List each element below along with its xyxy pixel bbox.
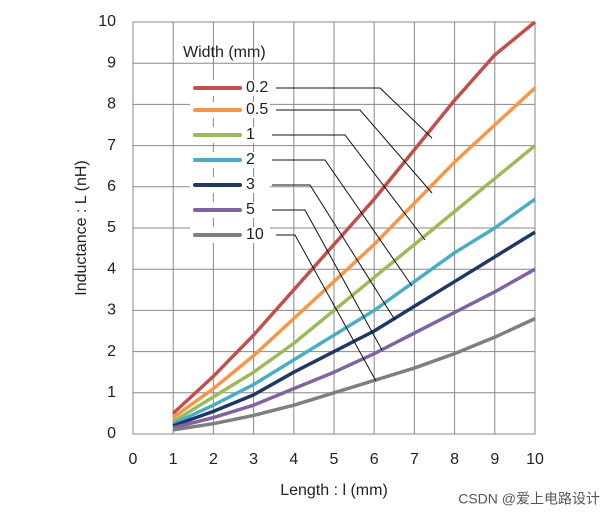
x-tick-label: 7 xyxy=(410,451,419,468)
legend-label: 2 xyxy=(246,151,255,168)
y-tick-label: 5 xyxy=(107,219,116,236)
leader-line xyxy=(276,234,377,382)
y-tick-label: 10 xyxy=(98,13,116,30)
legend-label: 10 xyxy=(246,226,264,243)
x-tick-label: 6 xyxy=(370,451,379,468)
leader-line xyxy=(272,184,396,321)
legend-title: Width (mm) xyxy=(183,44,266,61)
y-tick-label: 0 xyxy=(107,425,116,442)
x-tick-label: 4 xyxy=(289,451,298,468)
leader-lines xyxy=(272,87,433,382)
data-line xyxy=(172,144,537,424)
legend-label: 5 xyxy=(246,201,255,218)
x-tick-label: 3 xyxy=(249,451,258,468)
data-line xyxy=(172,267,536,430)
legend-label: 0.5 xyxy=(246,101,268,118)
leader-line xyxy=(276,87,433,139)
y-tick-label: 9 xyxy=(107,54,116,71)
watermark: CSDN @爱上电路设计 xyxy=(458,491,600,507)
leader-line xyxy=(276,109,433,194)
y-tick-label: 3 xyxy=(107,302,116,319)
leader-line xyxy=(272,134,426,241)
legend-label: 3 xyxy=(246,176,255,193)
data-line xyxy=(172,197,537,426)
legend-label: 1 xyxy=(246,126,255,143)
data-line xyxy=(172,317,536,432)
legend-label: 0.2 xyxy=(246,79,268,96)
leader-line xyxy=(272,159,413,287)
x-tick-label: 2 xyxy=(209,451,218,468)
y-tick-label: 4 xyxy=(107,260,116,277)
y-tick-label: 7 xyxy=(107,137,116,154)
x-tick-label: 10 xyxy=(526,451,544,468)
data-line xyxy=(172,86,537,419)
x-tick-label: 9 xyxy=(490,451,499,468)
x-tick-label: 1 xyxy=(169,451,178,468)
x-tick-label: 0 xyxy=(129,451,138,468)
y-tick-label: 6 xyxy=(107,178,116,195)
y-tick-label: 1 xyxy=(107,384,116,401)
x-tick-label: 5 xyxy=(330,451,339,468)
y-tick-label: 8 xyxy=(107,96,116,113)
y-tick-label: 2 xyxy=(107,343,116,360)
y-axis-label: Inductance : L (nH) xyxy=(73,160,90,295)
x-tick-label: 8 xyxy=(450,451,459,468)
x-axis-label: Length : l (mm) xyxy=(280,482,388,499)
data-line xyxy=(172,20,537,415)
leader-line xyxy=(272,209,383,351)
